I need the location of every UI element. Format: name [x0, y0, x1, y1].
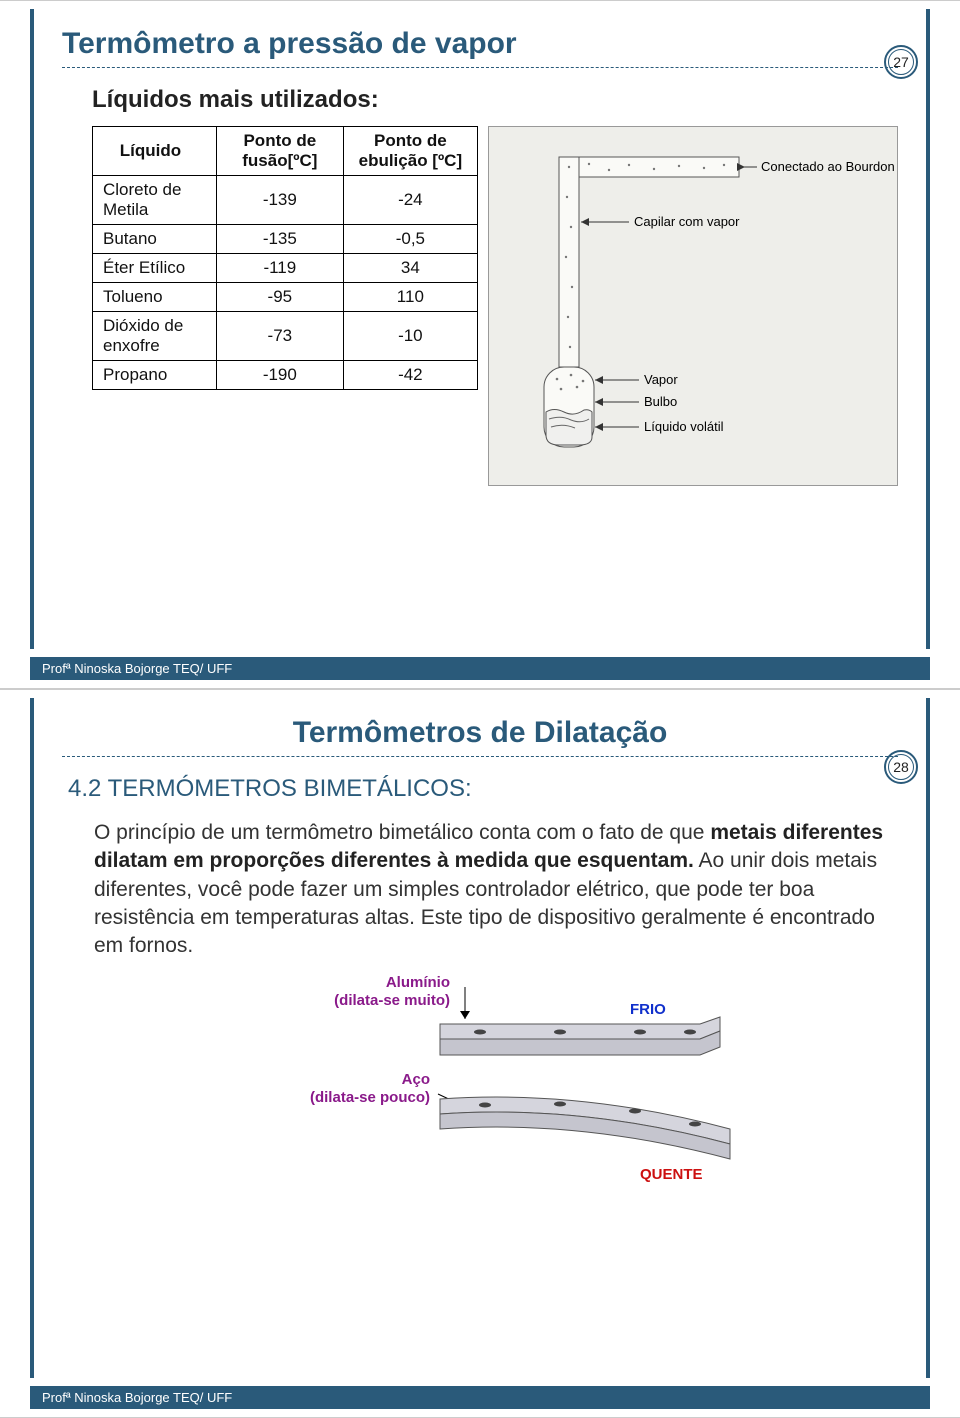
label-aco-2: (dilata-se pouco)	[310, 1089, 430, 1106]
title-divider	[62, 67, 898, 68]
col-liquido: Líquido	[93, 127, 217, 176]
slide-2-footer: Profª Ninoska Bojorge TEQ/ UFF	[30, 1386, 930, 1409]
table-row: Éter Etílico -119 34	[93, 254, 478, 283]
slide-1-frame: 27 Termômetro a pressão de vapor Líquido…	[30, 9, 930, 649]
label-vapor: Vapor	[644, 372, 678, 387]
slide-1-footer: Profª Ninoska Bojorge TEQ/ UFF	[30, 657, 930, 680]
page-number: 28	[888, 754, 914, 780]
slide-2-frame: 28 Termômetros de Dilatação 4.2 TERMÓMET…	[30, 698, 930, 1378]
slide-1-content-row: Líquido Ponto de fusão[ºC] Ponto de ebul…	[92, 126, 898, 486]
bar-frio	[440, 1017, 720, 1055]
table-row: Butano -135 -0,5	[93, 225, 478, 254]
slide-2-title: Termômetros de Dilatação	[62, 716, 898, 750]
label-bulbo: Bulbo	[644, 394, 677, 409]
label-aluminio-2: (dilata-se muito)	[334, 992, 450, 1009]
para-part-a: O princípio de um termômetro bimetálico …	[94, 821, 710, 844]
table-header-row: Líquido Ponto de fusão[ºC] Ponto de ebul…	[93, 127, 478, 176]
table-row: Cloreto de Metila -139 -24	[93, 176, 478, 225]
section-heading: 4.2 TERMÓMETROS BIMETÁLICOS:	[68, 775, 898, 803]
slide-1: 27 Termômetro a pressão de vapor Líquido…	[0, 0, 960, 689]
label-liquido: Líquido volátil	[644, 419, 724, 434]
page-number-badge: 27	[884, 45, 918, 79]
thermometer-svg: Conectado ao Bourdon Capilar com vapor V…	[489, 127, 899, 487]
label-frio: FRIO	[630, 1001, 666, 1018]
label-bourdon: Conectado ao Bourdon	[761, 159, 895, 174]
label-capilar: Capilar com vapor	[634, 214, 740, 229]
table-row: Propano -190 -42	[93, 361, 478, 390]
bar-quente	[440, 1097, 730, 1159]
col-fusao: Ponto de fusão[ºC]	[216, 127, 343, 176]
slide-1-title: Termômetro a pressão de vapor	[62, 27, 898, 61]
table-row: Dióxido de enxofre -73 -10	[93, 312, 478, 361]
label-quente: QUENTE	[640, 1166, 703, 1183]
body-paragraph: O princípio de um termômetro bimetálico …	[94, 819, 884, 961]
page-number: 27	[888, 49, 914, 75]
col-ebulicao: Ponto de ebulição [ºC]	[343, 127, 477, 176]
slide-1-subtitle: Líquidos mais utilizados:	[92, 86, 898, 114]
label-aluminio: Alumínio	[386, 974, 450, 991]
slide-2: 28 Termômetros de Dilatação 4.2 TERMÓMET…	[0, 689, 960, 1418]
liquids-table: Líquido Ponto de fusão[ºC] Ponto de ebul…	[92, 126, 478, 390]
title-divider	[62, 756, 898, 757]
page-number-badge: 28	[884, 750, 918, 784]
table-row: Tolueno -95 110	[93, 283, 478, 312]
bimetal-figure: Alumínio (dilata-se muito) FRIO Aço (dil…	[220, 969, 740, 1189]
label-aco: Aço	[402, 1071, 430, 1088]
thermometer-diagram: Conectado ao Bourdon Capilar com vapor V…	[488, 126, 898, 486]
